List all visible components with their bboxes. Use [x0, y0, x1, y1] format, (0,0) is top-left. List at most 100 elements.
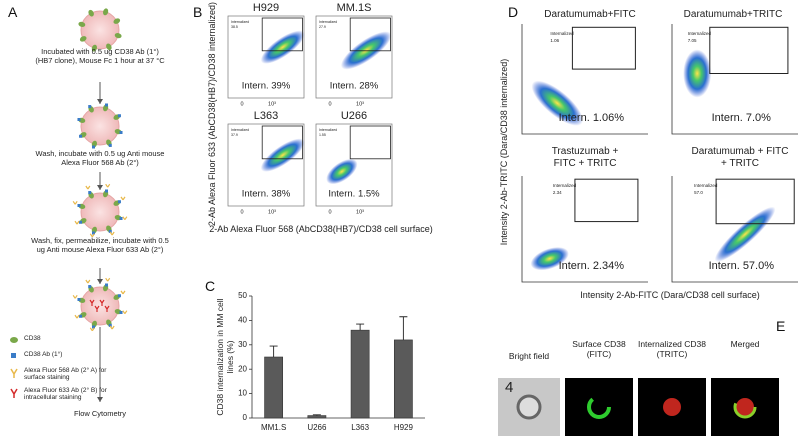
- x-tick-label: 0: [240, 209, 243, 215]
- ab-568: [120, 196, 126, 201]
- ab-primary: [119, 311, 123, 315]
- plot-title: L363: [254, 110, 278, 122]
- ab-primary: [79, 134, 83, 138]
- gate-value: 37.9: [231, 133, 238, 137]
- gate: [261, 125, 303, 160]
- gate-label: Internalized: [550, 31, 574, 36]
- ab-primary: [91, 325, 95, 329]
- gate-value: 7.05: [688, 38, 697, 43]
- error-bar: [269, 345, 278, 357]
- image-panel: [565, 378, 633, 436]
- plot-axes: [671, 176, 798, 283]
- intern-value: Intern. 38%: [242, 189, 291, 200]
- x-tick-label: MM1.S: [261, 423, 286, 432]
- arrow-head: [97, 99, 103, 104]
- gate-value: 57.0: [694, 190, 703, 195]
- panel-label: C: [205, 278, 216, 294]
- y-tick-label: 20: [238, 364, 247, 373]
- plot-title: U266: [341, 110, 367, 122]
- x-tick-label: U266: [307, 423, 327, 432]
- y-tick-label: 30: [238, 340, 247, 349]
- ab-568: [72, 200, 78, 205]
- cell: [80, 286, 120, 326]
- ab-primary: [91, 231, 95, 235]
- cell-cloud: [714, 206, 776, 262]
- ab-633: [94, 305, 100, 312]
- gate-label: Internalized: [231, 128, 249, 132]
- legend-icon: [10, 368, 18, 378]
- plot-title: Daratumumab+FITC: [544, 9, 636, 20]
- plot-axes: [521, 24, 648, 135]
- intern-value: Intern. 2.34%: [559, 260, 625, 272]
- legend-text: Alexa Fluor 633 Ab (2° B) for intracellu…: [24, 387, 107, 402]
- ab-primary: [79, 220, 83, 224]
- panel-label: A: [8, 4, 18, 20]
- x-tick-label: L363: [351, 423, 369, 432]
- cell-image: [516, 394, 542, 420]
- gate-value: 1.55: [319, 133, 326, 137]
- plot-axes: [521, 176, 648, 283]
- panel-label: B: [193, 4, 203, 20]
- gate-value: 38.5: [231, 25, 238, 29]
- plot-title: Daratumumab+TRITC: [683, 9, 783, 20]
- x-tick-label: 10³: [268, 209, 276, 215]
- cd38: [88, 9, 94, 17]
- column-label: Internalized CD38 (TRITC): [637, 339, 707, 359]
- flow-cytometry: Flow Cytometry: [73, 409, 127, 418]
- gate: [574, 178, 639, 223]
- legend-text: CD38 Ab (1°): [24, 351, 63, 358]
- cell-cloud: [530, 247, 569, 271]
- intern-value: Intern. 7.0%: [712, 112, 772, 124]
- gate: [261, 17, 303, 52]
- ab-primary: [79, 314, 83, 318]
- ab-568: [72, 294, 78, 299]
- ab-primary: [108, 143, 112, 147]
- cd38: [106, 43, 112, 51]
- ab-568: [89, 233, 95, 238]
- bar: [264, 356, 284, 419]
- x-tick-label: 10³: [356, 209, 364, 215]
- legend-text: CD38: [24, 335, 41, 342]
- y-tick-label: 10: [238, 389, 247, 398]
- ab-primary: [117, 294, 121, 298]
- y-tick-label: 0: [243, 413, 248, 422]
- ab-568: [105, 277, 111, 282]
- gate: [349, 125, 391, 160]
- ab-568: [74, 220, 80, 225]
- ab-primary: [105, 103, 109, 107]
- x-tick-label: H929: [394, 423, 414, 432]
- step-text: Wash, incubate with 0.5 ug Anti mouse Al…: [35, 149, 165, 167]
- legend-icon: [10, 388, 18, 398]
- gate-label: Internalized: [688, 31, 712, 36]
- ab-primary: [117, 114, 121, 118]
- gate-label: Internalized: [694, 183, 718, 188]
- ab-primary: [88, 105, 92, 109]
- y-axis-label: 2-Ab Alexa Fluor 633 (AbCD38(HB7)/CD38 i…: [207, 1, 217, 227]
- ab-568: [122, 216, 128, 221]
- ab-primary: [108, 229, 112, 233]
- cell: [80, 192, 120, 232]
- cd38: [103, 8, 109, 16]
- ab-633: [89, 299, 95, 306]
- cd38: [79, 36, 87, 42]
- ab-568: [85, 279, 91, 284]
- error-bar: [356, 323, 365, 331]
- plot-axes: [671, 24, 798, 135]
- step-text: Incubated with 0.5 ug CD38 Ab (1°) (HB7 …: [35, 47, 165, 65]
- ab-568: [109, 325, 115, 330]
- cd38: [78, 21, 86, 27]
- ab-568: [105, 183, 111, 188]
- ab-primary: [108, 323, 112, 327]
- x-tick-label: 10³: [268, 101, 276, 107]
- ab-primary: [88, 285, 92, 289]
- error-bar: [312, 414, 321, 416]
- y-tick-label: 40: [238, 316, 247, 325]
- column-label: Merged: [730, 339, 760, 349]
- legend-text: Alexa Fluor 568 Ab (2° A) for surface st…: [24, 367, 107, 382]
- ab-primary: [119, 217, 123, 221]
- ab-568: [74, 314, 80, 319]
- ab-primary: [88, 191, 92, 195]
- cell-image: [663, 398, 681, 416]
- gate-label: Internalized: [553, 183, 577, 188]
- cell-image: [587, 395, 611, 419]
